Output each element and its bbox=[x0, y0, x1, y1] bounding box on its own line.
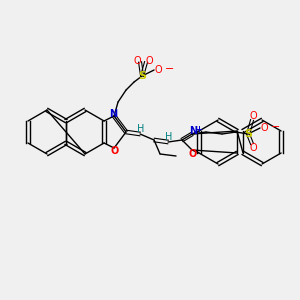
Text: O: O bbox=[260, 123, 268, 133]
Text: S: S bbox=[138, 71, 146, 81]
Text: −: − bbox=[270, 122, 280, 132]
Text: O: O bbox=[145, 56, 153, 66]
Text: O: O bbox=[154, 65, 162, 75]
Text: O: O bbox=[249, 111, 257, 121]
Text: N: N bbox=[189, 126, 197, 136]
Text: N: N bbox=[109, 109, 117, 119]
Text: H: H bbox=[165, 132, 173, 142]
Text: O: O bbox=[249, 143, 257, 153]
Text: O: O bbox=[133, 56, 141, 66]
Text: O: O bbox=[189, 149, 197, 159]
Text: S: S bbox=[244, 129, 252, 139]
Text: +: + bbox=[196, 124, 202, 134]
Text: O: O bbox=[111, 146, 119, 156]
Text: −: − bbox=[164, 64, 174, 74]
Text: H: H bbox=[137, 124, 145, 134]
